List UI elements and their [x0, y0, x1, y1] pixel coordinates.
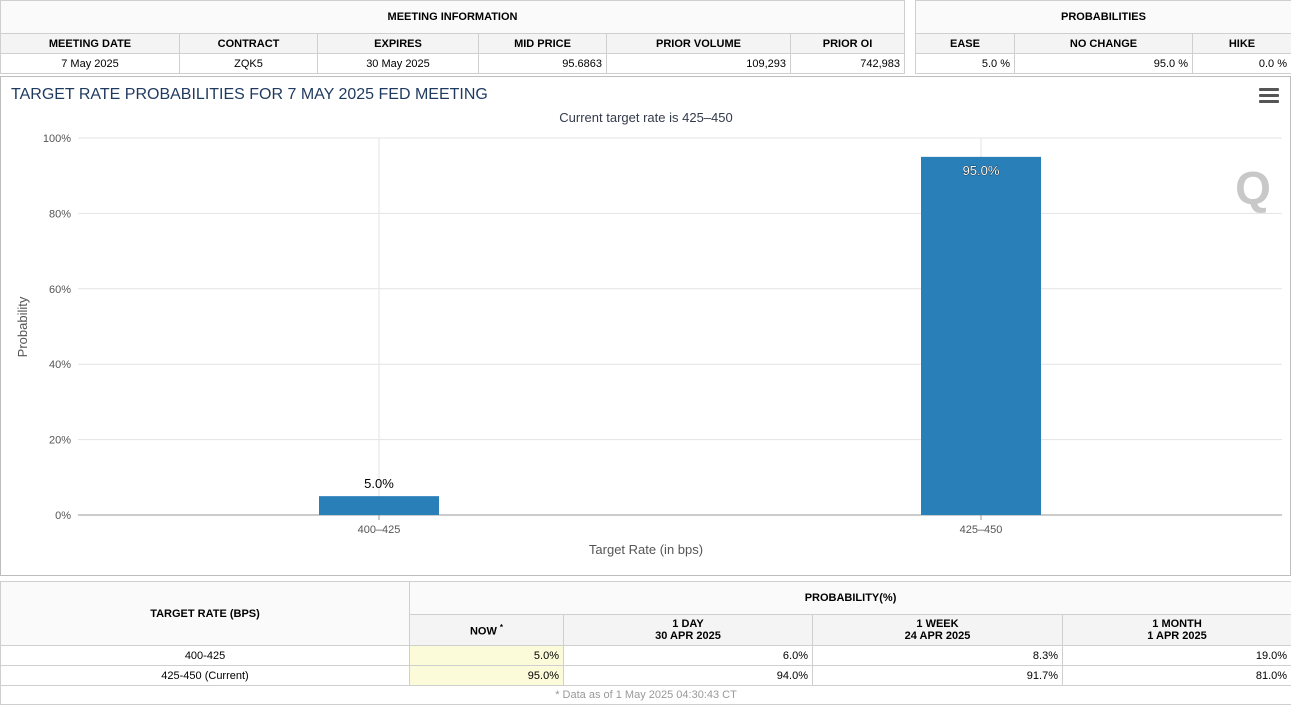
data-timestamp-note: * Data as of 1 May 2025 04:30:43 CT: [0, 685, 1291, 705]
x-tick-label: 400–425: [358, 524, 401, 536]
one-month-cell: 19.0%: [1061, 645, 1291, 666]
one-day-cell: 6.0%: [563, 645, 813, 666]
header-hike: HIKE: [1191, 33, 1291, 54]
y-tick-label: 80%: [49, 208, 71, 220]
header-contract: CONTRACT: [179, 33, 318, 54]
header-mid-price: MID PRICE: [478, 33, 607, 54]
now-cell: 5.0%: [409, 645, 564, 666]
chart-container: TARGET RATE PROBABILITIES FOR 7 MAY 2025…: [0, 76, 1291, 576]
target-rate-header: TARGET RATE (BPS): [0, 581, 410, 646]
hamburger-menu-icon[interactable]: [1259, 88, 1279, 104]
one-month-cell: 81.0%: [1061, 665, 1291, 686]
now-cell: 95.0%: [409, 665, 564, 686]
expires-value: 30 May 2025: [317, 53, 479, 74]
watermark-logo: Q: [1235, 162, 1271, 214]
probabilities-title: PROBABILITIES: [914, 0, 1291, 34]
header-prior-volume: PRIOR VOLUME: [606, 33, 791, 54]
probability-bar-chart: TARGET RATE PROBABILITIES FOR 7 MAY 2025…: [11, 86, 1282, 557]
x-axis-label: Target Rate (in bps): [589, 542, 703, 557]
header-meeting-date: MEETING DATE: [0, 33, 180, 54]
y-tick-label: 100%: [43, 133, 71, 145]
y-tick-label: 40%: [49, 359, 71, 371]
one-day-header: 1 DAY 30 APR 2025: [563, 614, 813, 646]
mid-price-value: 95.6863: [478, 53, 607, 74]
meeting-info-title: MEETING INFORMATION: [0, 0, 906, 34]
x-tick-label: 425–450: [960, 524, 1003, 536]
rate-cell: 400-425: [0, 645, 410, 666]
hike-value: 0.0 %: [1191, 53, 1291, 74]
header-expires: EXPIRES: [317, 33, 479, 54]
one-month-header: 1 MONTH 1 APR 2025: [1061, 614, 1291, 646]
header-no-change: NO CHANGE: [1014, 33, 1193, 54]
probabilities-table: PROBABILITIES EASE NO CHANGE HIKE 5.0 % …: [914, 0, 1291, 74]
data-label: 95.0%: [963, 163, 1000, 178]
ease-value: 5.0 %: [915, 53, 1015, 74]
chart-subtitle: Current target rate is 425–450: [559, 110, 732, 125]
y-tick-label: 20%: [49, 435, 71, 447]
y-tick-label: 0%: [55, 510, 71, 522]
meeting-info-table: MEETING INFORMATION MEETING DATE CONTRAC…: [0, 0, 906, 74]
one-day-cell: 94.0%: [563, 665, 813, 686]
header-ease: EASE: [915, 33, 1015, 54]
no-change-value: 95.0 %: [1014, 53, 1193, 74]
header-prior-oi: PRIOR OI: [789, 33, 906, 54]
one-week-cell: 91.7%: [812, 665, 1063, 686]
bar: [319, 496, 439, 515]
table-row: 425-450 (Current) 95.0% 94.0% 91.7% 81.0…: [0, 665, 1291, 686]
one-week-cell: 8.3%: [812, 645, 1063, 666]
chart-title: TARGET RATE PROBABILITIES FOR 7 MAY 2025…: [11, 86, 488, 103]
bar: [921, 156, 1041, 515]
y-axis-label: Probability: [15, 296, 30, 357]
data-label: 5.0%: [364, 476, 394, 491]
probability-history-table: TARGET RATE (BPS) PROBABILITY(%) NOW * 1…: [0, 581, 1291, 705]
one-week-header: 1 WEEK 24 APR 2025: [812, 614, 1063, 646]
y-tick-label: 60%: [49, 284, 71, 296]
now-header: NOW *: [409, 614, 564, 646]
probability-header: PROBABILITY(%): [408, 581, 1291, 615]
prior-volume-value: 109,293: [606, 53, 791, 74]
rate-cell: 425-450 (Current): [0, 665, 410, 686]
prior-oi-value: 742,983: [789, 53, 906, 74]
meeting-date-value: 7 May 2025: [0, 53, 180, 74]
table-row: 400-425 5.0% 6.0% 8.3% 19.0%: [0, 645, 1291, 666]
contract-value: ZQK5: [179, 53, 318, 74]
